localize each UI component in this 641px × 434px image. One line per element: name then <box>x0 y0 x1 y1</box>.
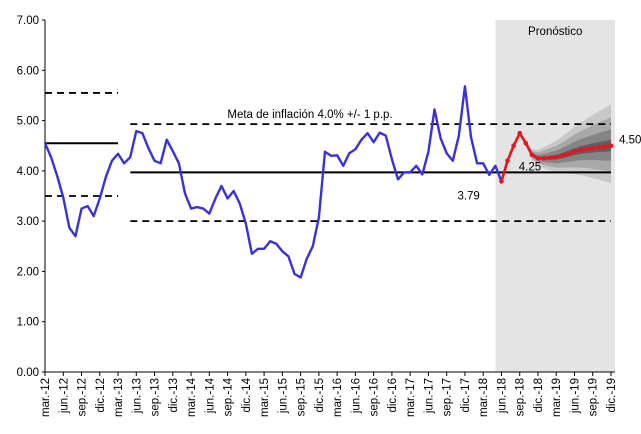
x-tick-label: dic.-14 <box>241 377 253 412</box>
x-tick-label: jun.-13 <box>131 378 143 414</box>
y-tick-label: 3.00 <box>17 216 39 228</box>
data-label: 4.50 <box>619 135 641 147</box>
target-label: Meta de inflación 4.0% +/- 1 p.p. <box>227 109 392 121</box>
x-tick-label: mar.-16 <box>332 378 344 417</box>
x-tick-label: mar.-18 <box>478 378 490 417</box>
x-tick-label: jun.-12 <box>58 378 70 414</box>
x-tick-label: sep.-15 <box>296 378 308 416</box>
x-tick-label: jun.-16 <box>350 378 362 414</box>
x-tick-label: jun.-18 <box>496 378 508 414</box>
x-tick-label: dic.-19 <box>606 378 618 413</box>
x-tick-label: mar.-14 <box>186 377 198 417</box>
series-point <box>578 147 583 153</box>
data-label: 4.25 <box>519 161 541 173</box>
x-tick-label: dic.-15 <box>314 378 326 413</box>
series-point <box>517 130 523 136</box>
x-tick-label: jun.-17 <box>423 378 435 414</box>
x-tick-label: dic.-17 <box>460 378 472 413</box>
x-tick-label: jun.-14 <box>204 377 216 414</box>
x-tick-label: dic.-12 <box>95 378 107 413</box>
forecast-region <box>495 20 615 372</box>
series-point <box>547 155 553 161</box>
series-point <box>572 149 577 155</box>
series-point <box>608 143 614 149</box>
series-point <box>560 153 565 159</box>
series-point <box>602 144 608 150</box>
data-label: 3.79 <box>457 190 479 202</box>
x-tick-label: mar.-19 <box>551 378 563 417</box>
series-point <box>535 155 541 161</box>
series-line <box>43 85 503 279</box>
x-tick-label: sep.-12 <box>77 378 89 416</box>
series-point <box>529 152 535 158</box>
series-point <box>584 146 589 152</box>
series-point <box>553 154 559 160</box>
x-tick-label: mar.-13 <box>113 378 125 417</box>
series-point <box>541 155 547 161</box>
forecast-label: Pronóstico <box>528 26 582 38</box>
x-tick-label: mar.-15 <box>259 378 271 417</box>
x-tick-label: sep.-18 <box>515 378 527 416</box>
x-tick-label: dic.-16 <box>387 378 399 413</box>
y-tick-label: 6.00 <box>17 65 39 77</box>
y-tick-label: 5.00 <box>17 116 39 128</box>
y-tick-label: 4.00 <box>17 166 39 178</box>
x-tick-label: mar.-17 <box>405 378 417 417</box>
y-tick-label: 1.00 <box>17 317 39 329</box>
x-tick-label: sep.-13 <box>150 378 162 416</box>
x-tick-label: jun.-19 <box>569 378 581 414</box>
x-tick-label: sep.-14 <box>223 377 235 416</box>
x-tick-label: sep.-17 <box>442 378 454 416</box>
series-point <box>523 140 529 146</box>
x-tick-label: dic.-13 <box>168 378 180 413</box>
series-point <box>505 158 510 164</box>
series-point <box>499 179 504 184</box>
x-tick-label: sep.-19 <box>588 378 600 416</box>
y-tick-label: 2.00 <box>17 266 39 278</box>
series-point <box>590 145 596 151</box>
y-tick-label: 0.00 <box>17 367 39 379</box>
fan-band <box>519 129 611 164</box>
x-tick-label: mar.-12 <box>40 378 52 417</box>
x-tick-label: sep.-16 <box>369 378 381 416</box>
series-point <box>596 144 602 150</box>
y-tick-label: 7.00 <box>17 15 39 27</box>
x-tick-label: dic.-18 <box>533 378 545 413</box>
series-point <box>511 143 516 149</box>
series-point <box>566 151 571 157</box>
x-tick-label: jun.-15 <box>277 378 289 414</box>
